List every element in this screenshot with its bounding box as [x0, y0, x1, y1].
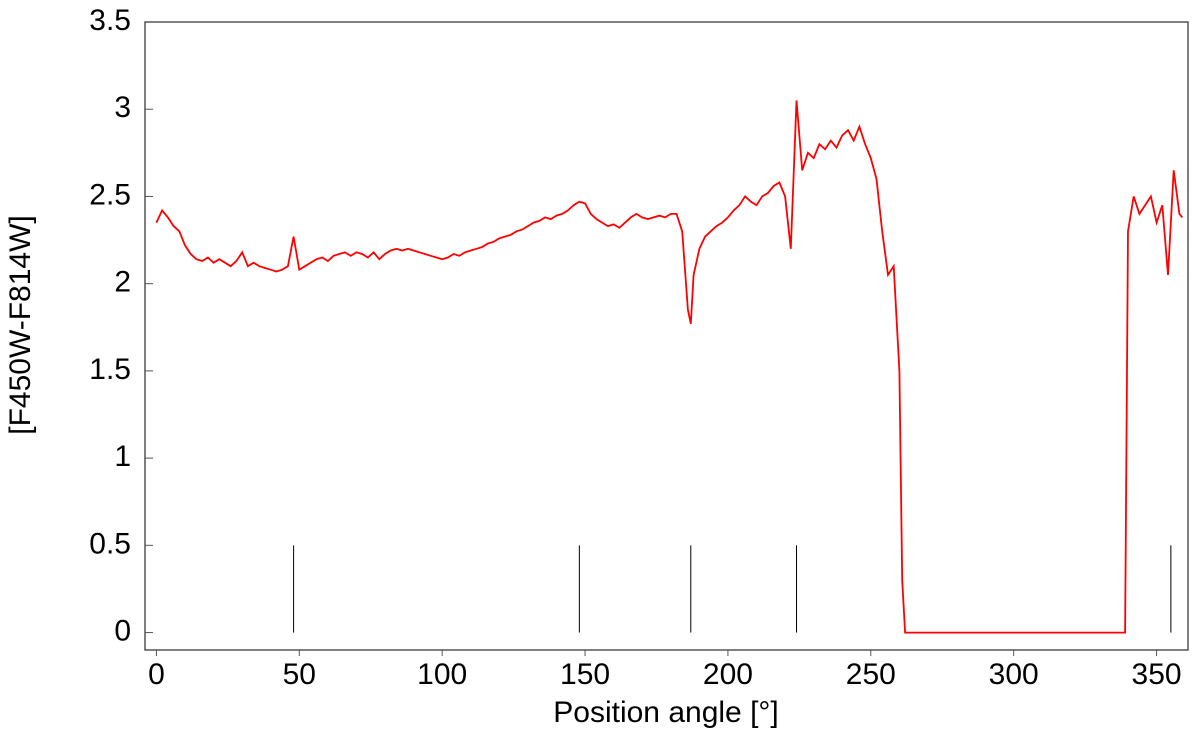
- y-tick-label: 0: [114, 614, 131, 647]
- x-tick-label: 150: [560, 658, 610, 691]
- y-tick-label: 1.5: [89, 353, 131, 386]
- x-axis-label: Position angle [°]: [553, 696, 778, 729]
- x-tick-label: 300: [989, 658, 1039, 691]
- data-line: [155, 100, 1183, 634]
- y-tick-label: 1: [114, 440, 131, 473]
- y-axis-label: [F450W-F814W]: [4, 215, 37, 435]
- x-tick-label: 0: [148, 658, 165, 691]
- y-tick-label: 0.5: [89, 527, 131, 560]
- x-tick-label: 350: [1132, 658, 1182, 691]
- y-tick-label: 3.5: [89, 4, 131, 37]
- y-tick-label: 3: [114, 91, 131, 124]
- plot-frame: [144, 21, 1189, 651]
- x-tick-label: 50: [283, 658, 316, 691]
- y-tick-label: 2.5: [89, 178, 131, 211]
- x-tick-label: 250: [846, 658, 896, 691]
- y-tick-label: 2: [114, 266, 131, 299]
- x-tick-label: 200: [703, 658, 753, 691]
- x-tick-label: 100: [417, 658, 467, 691]
